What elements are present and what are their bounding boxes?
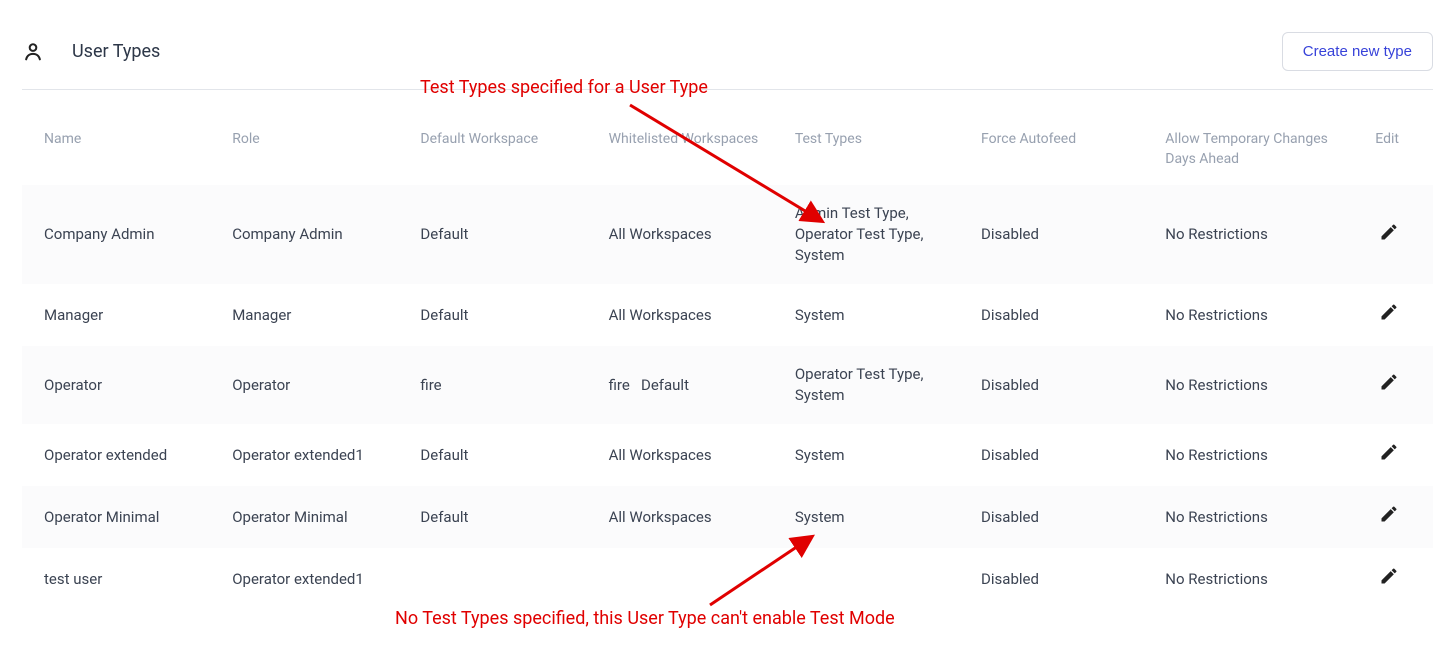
edit-icon[interactable] bbox=[1379, 442, 1399, 462]
cell-edit bbox=[1369, 566, 1411, 592]
cell-name: Operator extended bbox=[44, 445, 232, 466]
cell-whitelisted-workspaces: All Workspaces bbox=[609, 224, 795, 245]
cell-whitelisted-workspaces: All Workspaces bbox=[609, 305, 795, 326]
cell-role: Operator bbox=[232, 375, 420, 396]
cell-default-workspace: fire bbox=[420, 375, 608, 396]
cell-force-autofeed: Disabled bbox=[981, 224, 1165, 245]
edit-icon[interactable] bbox=[1379, 302, 1399, 322]
col-header-test-types: Test Types bbox=[795, 130, 981, 169]
cell-role: Operator extended1 bbox=[232, 569, 420, 590]
cell-edit bbox=[1369, 442, 1411, 468]
page-header: User Types Create new type bbox=[0, 0, 1455, 89]
cell-force-autofeed: Disabled bbox=[981, 445, 1165, 466]
cell-edit bbox=[1369, 372, 1411, 398]
cell-edit bbox=[1369, 222, 1411, 248]
annotation-bottom: No Test Types specified, this User Type … bbox=[395, 608, 895, 629]
cell-test-types: Operator Test Type, System bbox=[795, 364, 981, 406]
table-row: OperatorOperatorfirefire DefaultOperator… bbox=[22, 346, 1433, 424]
table-row: Operator MinimalOperator MinimalDefaultA… bbox=[22, 486, 1433, 548]
cell-whitelisted-workspaces: All Workspaces bbox=[609, 445, 795, 466]
cell-role: Operator Minimal bbox=[232, 507, 420, 528]
cell-force-autofeed: Disabled bbox=[981, 569, 1165, 590]
table-row: test userOperator extended1 DisabledNo Re… bbox=[22, 548, 1433, 610]
edit-icon[interactable] bbox=[1379, 372, 1399, 392]
cell-whitelisted-workspaces: fire Default bbox=[609, 375, 795, 396]
cell-name: Company Admin bbox=[44, 224, 232, 245]
cell-force-autofeed: Disabled bbox=[981, 305, 1165, 326]
cell-test-types: Admin Test Type, Operator Test Type, Sys… bbox=[795, 203, 981, 266]
cell-allow-changes: No Restrictions bbox=[1165, 507, 1369, 528]
create-new-type-button[interactable]: Create new type bbox=[1282, 32, 1433, 71]
edit-icon[interactable] bbox=[1379, 566, 1399, 586]
table-row: Operator extendedOperator extended1Defau… bbox=[22, 424, 1433, 486]
cell-edit bbox=[1369, 302, 1411, 328]
col-header-role: Role bbox=[232, 130, 420, 169]
cell-default-workspace: Default bbox=[420, 507, 608, 528]
user-icon bbox=[22, 41, 44, 63]
user-types-table: Name Role Default Workspace Whitelisted … bbox=[0, 100, 1455, 610]
cell-name: Operator bbox=[44, 375, 232, 396]
cell-name: Operator Minimal bbox=[44, 507, 232, 528]
col-header-default-workspace: Default Workspace bbox=[420, 130, 608, 169]
cell-allow-changes: No Restrictions bbox=[1165, 375, 1369, 396]
col-header-whitelisted-workspaces: Whitelisted Workspaces bbox=[609, 130, 795, 169]
edit-icon[interactable] bbox=[1379, 222, 1399, 242]
cell-whitelisted-workspaces: All Workspaces bbox=[609, 507, 795, 528]
cell-allow-changes: No Restrictions bbox=[1165, 305, 1369, 326]
table-row: Company AdminCompany AdminDefaultAll Wor… bbox=[22, 185, 1433, 284]
cell-default-workspace: Default bbox=[420, 224, 608, 245]
cell-allow-changes: No Restrictions bbox=[1165, 224, 1369, 245]
cell-role: Company Admin bbox=[232, 224, 420, 245]
cell-role: Manager bbox=[232, 305, 420, 326]
divider bbox=[22, 89, 1433, 90]
col-header-allow-changes: Allow Temporary Changes Days Ahead bbox=[1165, 130, 1369, 169]
cell-default-workspace: Default bbox=[420, 445, 608, 466]
edit-icon[interactable] bbox=[1379, 504, 1399, 524]
col-header-force-autofeed: Force Autofeed bbox=[981, 130, 1165, 169]
cell-test-types: System bbox=[795, 445, 981, 466]
page-title: User Types bbox=[72, 41, 160, 62]
cell-name: Manager bbox=[44, 305, 232, 326]
cell-test-types: System bbox=[795, 507, 981, 528]
cell-default-workspace: Default bbox=[420, 305, 608, 326]
cell-allow-changes: No Restrictions bbox=[1165, 445, 1369, 466]
cell-role: Operator extended1 bbox=[232, 445, 420, 466]
cell-name: test user bbox=[44, 569, 232, 590]
col-header-edit: Edit bbox=[1369, 130, 1411, 169]
table-row: ManagerManagerDefaultAll WorkspacesSyste… bbox=[22, 284, 1433, 346]
col-header-name: Name bbox=[44, 130, 232, 169]
cell-allow-changes: No Restrictions bbox=[1165, 569, 1369, 590]
title-group: User Types bbox=[22, 41, 160, 63]
cell-edit bbox=[1369, 504, 1411, 530]
table-header-row: Name Role Default Workspace Whitelisted … bbox=[22, 100, 1433, 185]
cell-force-autofeed: Disabled bbox=[981, 375, 1165, 396]
cell-test-types: System bbox=[795, 305, 981, 326]
cell-force-autofeed: Disabled bbox=[981, 507, 1165, 528]
